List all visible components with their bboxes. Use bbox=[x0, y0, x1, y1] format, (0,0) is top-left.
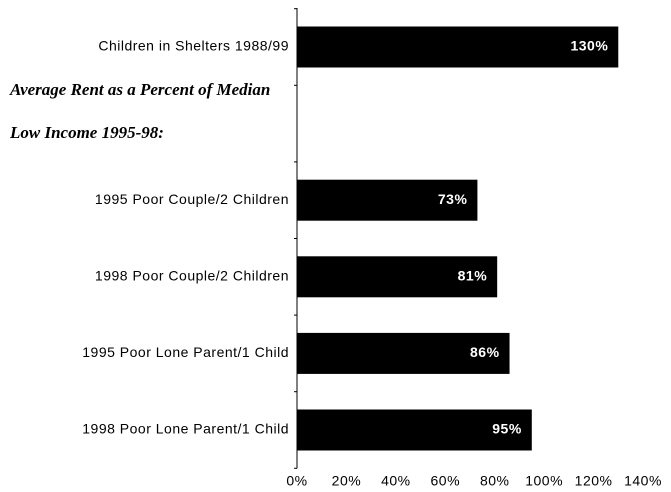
section-heading: Average Rent as a Percent of Median Low … bbox=[10, 79, 271, 142]
x-tick-label: 20% bbox=[332, 473, 362, 489]
value-label: 95% bbox=[492, 421, 522, 437]
y-tick-label: Children in Shelters 1988/99 bbox=[98, 38, 289, 54]
bar bbox=[297, 256, 498, 298]
y-tick-label: 1995 Poor Couple/2 Children bbox=[95, 191, 289, 207]
x-tick-label: 100% bbox=[525, 473, 563, 489]
x-tick-label: 40% bbox=[381, 473, 411, 489]
x-tick-label: 120% bbox=[575, 473, 613, 489]
x-tick-label: 80% bbox=[480, 473, 510, 489]
x-tick-label: 60% bbox=[431, 473, 461, 489]
bar bbox=[297, 26, 619, 68]
value-label: 130% bbox=[570, 38, 608, 54]
y-tick-label: 1995 Poor Lone Parent/1 Child bbox=[82, 344, 289, 360]
y-tick-label: 1998 Poor Lone Parent/1 Child bbox=[82, 421, 289, 437]
x-tick-label: 140% bbox=[624, 473, 662, 489]
bar bbox=[297, 179, 478, 221]
bar bbox=[297, 409, 532, 451]
bar bbox=[297, 332, 510, 374]
value-label: 86% bbox=[470, 344, 500, 360]
value-label: 81% bbox=[458, 268, 488, 284]
y-tick-label: 1998 Poor Couple/2 Children bbox=[95, 268, 289, 284]
value-label: 73% bbox=[438, 191, 468, 207]
x-tick-label: 0% bbox=[286, 473, 307, 489]
